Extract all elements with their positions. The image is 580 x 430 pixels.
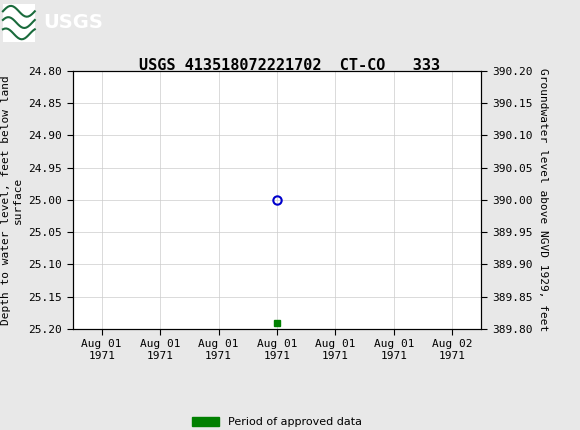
Y-axis label: Groundwater level above NGVD 1929, feet: Groundwater level above NGVD 1929, feet [538, 68, 548, 332]
Text: USGS: USGS [44, 13, 103, 32]
Text: USGS 413518072221702  CT-CO   333: USGS 413518072221702 CT-CO 333 [139, 58, 441, 73]
Y-axis label: Depth to water level, feet below land
surface: Depth to water level, feet below land su… [1, 75, 23, 325]
Bar [3, 3, 35, 42]
Legend: Period of approved data: Period of approved data [187, 412, 367, 430]
